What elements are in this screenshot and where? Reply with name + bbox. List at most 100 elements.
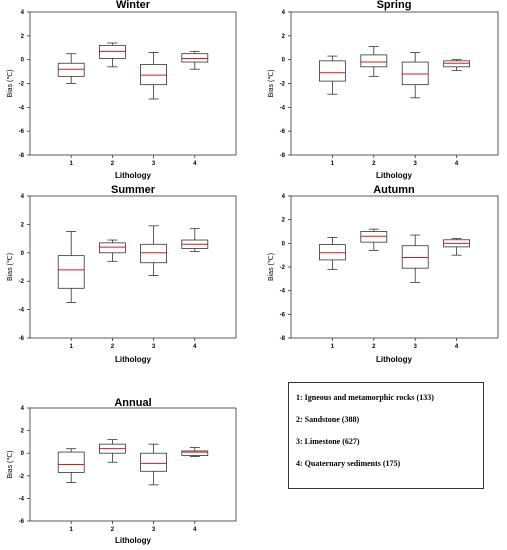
lithology-legend: 1: Igneous and metamorphic rocks (133) 2…	[288, 382, 484, 489]
spring-xtick-label: 3	[414, 161, 418, 167]
spring-xtick-label: 2	[372, 161, 376, 167]
iqr-box	[99, 44, 126, 59]
winter-ytick-label: -8	[19, 153, 25, 159]
spring-y-axis-label: Bias (℃)	[268, 69, 275, 97]
spring-plot-frame	[290, 11, 499, 156]
autumn-ytick-label: -2	[280, 265, 286, 271]
iqr-box	[140, 243, 168, 264]
winter-box-1	[57, 53, 85, 84]
autumn-ytick-label: -6	[280, 312, 286, 318]
autumn-xtick-label: 3	[414, 344, 418, 350]
annual-ytick-label: -6	[19, 519, 25, 525]
iqr-box	[140, 64, 168, 86]
winter-box-2	[99, 42, 126, 68]
spring-ytick-label: 4	[282, 10, 286, 16]
summer-title: Summer	[111, 184, 156, 196]
winter-xtick-label: 3	[152, 161, 156, 167]
summer-y-axis-label: Bias (℃)	[7, 253, 14, 281]
annual-xtick-label: 1	[70, 527, 74, 533]
iqr-box	[57, 255, 85, 289]
spring-xtick-label: 1	[331, 161, 335, 167]
annual-ytick-label: -4	[19, 496, 25, 502]
autumn-panel: Autumn 4 2 0 -2 -4 -6 -8 Bias (℃) 1 2 3 4 Lithology	[268, 184, 499, 364]
spring-xtick-label: 4	[455, 161, 459, 167]
iqr-box	[443, 60, 471, 68]
summer-plot-frame	[29, 195, 237, 339]
annual-box-1	[57, 448, 85, 483]
spring-ytick-label: 2	[282, 34, 286, 40]
winter-title: Winter	[116, 0, 151, 11]
legend-item-3: 3: Limestone (627)	[296, 437, 360, 446]
summer-ytick-label: 2	[21, 222, 25, 228]
summer-ytick-label: 0	[21, 251, 25, 257]
summer-box-4	[181, 228, 209, 252]
autumn-box-2	[360, 228, 388, 251]
spring-ytick-label: -4	[280, 105, 286, 111]
spring-box-1	[318, 55, 346, 95]
winter-panel: Winter 4 2 0 -2 -4 -6 -8 Bias (℃) 1 2 3 4 Lithology	[7, 0, 237, 180]
winter-ytick-label: 4	[21, 10, 25, 16]
iqr-box	[360, 54, 388, 68]
summer-x-axis-label: Lithology	[115, 355, 152, 364]
winter-ytick-label: 2	[21, 34, 25, 40]
annual-panel: Annual 4 2 0 -2 -4 -6 Bias (℃) 1 2 3 4 Lithology	[7, 397, 237, 545]
autumn-ytick-label: -4	[280, 289, 286, 295]
annual-y-axis-label: Bias (℃)	[7, 450, 14, 478]
legend-item-1: 1: Igneous and metamorphic rocks (133)	[296, 393, 434, 402]
annual-xtick-label: 2	[111, 527, 115, 533]
summer-box-1	[57, 231, 85, 303]
annual-ytick-label: 0	[21, 451, 25, 457]
summer-ytick-label: -6	[19, 336, 25, 342]
autumn-box-1	[318, 237, 346, 270]
iqr-box	[360, 231, 388, 243]
iqr-box	[401, 61, 429, 86]
iqr-box	[57, 451, 85, 473]
summer-xtick-label: 1	[70, 344, 74, 350]
autumn-x-axis-label: Lithology	[376, 355, 413, 364]
autumn-ytick-label: -8	[280, 336, 286, 342]
iqr-box	[181, 53, 209, 63]
autumn-ytick-label: 4	[282, 194, 286, 200]
winter-xtick-label: 2	[111, 161, 115, 167]
winter-ytick-label: -6	[19, 129, 25, 135]
iqr-box	[140, 452, 168, 472]
spring-ytick-label: 0	[282, 58, 286, 64]
summer-ytick-label: -4	[19, 308, 25, 314]
summer-ytick-label: -2	[19, 279, 25, 285]
spring-x-axis-label: Lithology	[376, 171, 413, 180]
iqr-box	[181, 450, 209, 456]
winter-box-4	[181, 50, 209, 70]
winter-ytick-label: -2	[19, 82, 25, 88]
annual-x-axis-label: Lithology	[115, 536, 152, 545]
winter-ytick-label: 0	[21, 58, 25, 64]
spring-box-4	[443, 59, 471, 71]
spring-ytick-label: -8	[280, 153, 286, 159]
winter-box-3	[140, 52, 168, 100]
autumn-xtick-label: 1	[331, 344, 335, 350]
spring-box-3	[401, 52, 429, 99]
annual-plot-frame	[29, 407, 237, 522]
autumn-box-3	[401, 234, 429, 283]
summer-xtick-label: 3	[152, 344, 156, 350]
summer-xtick-label: 4	[193, 344, 197, 350]
annual-ytick-label: -2	[19, 474, 25, 480]
autumn-title: Autumn	[373, 184, 415, 196]
summer-box-3	[140, 225, 168, 276]
autumn-ytick-label: 0	[282, 241, 286, 247]
annual-xtick-label: 3	[152, 527, 156, 533]
spring-title: Spring	[377, 0, 412, 11]
autumn-y-axis-label: Bias (℃)	[268, 253, 275, 281]
annual-ytick-label: 2	[21, 429, 25, 435]
spring-ytick-label: -2	[280, 82, 286, 88]
legend-item-2: 2: Sandstone (388)	[296, 415, 360, 424]
annual-box-4	[181, 447, 209, 457]
annual-xtick-label: 4	[193, 527, 197, 533]
autumn-box-4	[443, 238, 471, 256]
annual-box-2	[99, 439, 126, 463]
iqr-box	[57, 62, 85, 77]
winter-xtick-label: 1	[70, 161, 74, 167]
annual-box-3	[140, 443, 168, 486]
autumn-ytick-label: 2	[282, 218, 286, 224]
winter-y-axis-label: Bias (℃)	[7, 69, 14, 97]
